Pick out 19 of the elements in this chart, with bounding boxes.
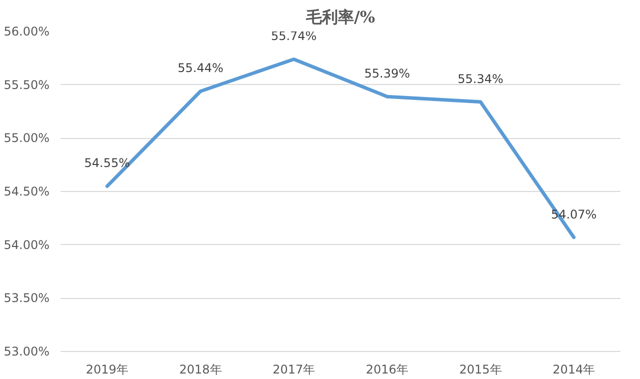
x-tick-label: 2016年	[366, 362, 408, 376]
data-label: 55.34%	[458, 72, 504, 86]
x-tick-label: 2019年	[86, 362, 128, 376]
x-tick-label: 2015年	[459, 362, 502, 376]
y-tick-label: 54.50%	[4, 184, 50, 198]
y-tick-label: 53.00%	[4, 344, 50, 358]
data-label: 54.55%	[84, 156, 130, 170]
data-label: 55.74%	[270, 29, 317, 44]
y-tick-label: 54.00%	[4, 238, 50, 252]
x-tick-label: 2017年	[272, 362, 316, 376]
y-tick-label: 56.00%	[4, 24, 50, 38]
data-label: 55.44%	[178, 61, 224, 76]
x-tick-label: 2014年	[552, 362, 596, 376]
chart-title: 毛利率/%	[304, 8, 376, 26]
x-tick-label: 2018年	[179, 362, 222, 376]
y-tick-label: 55.00%	[4, 131, 50, 146]
y-tick-label: 53.50%	[4, 291, 50, 306]
y-tick-label: 55.50%	[4, 78, 50, 92]
data-label: 55.39%	[364, 66, 410, 81]
